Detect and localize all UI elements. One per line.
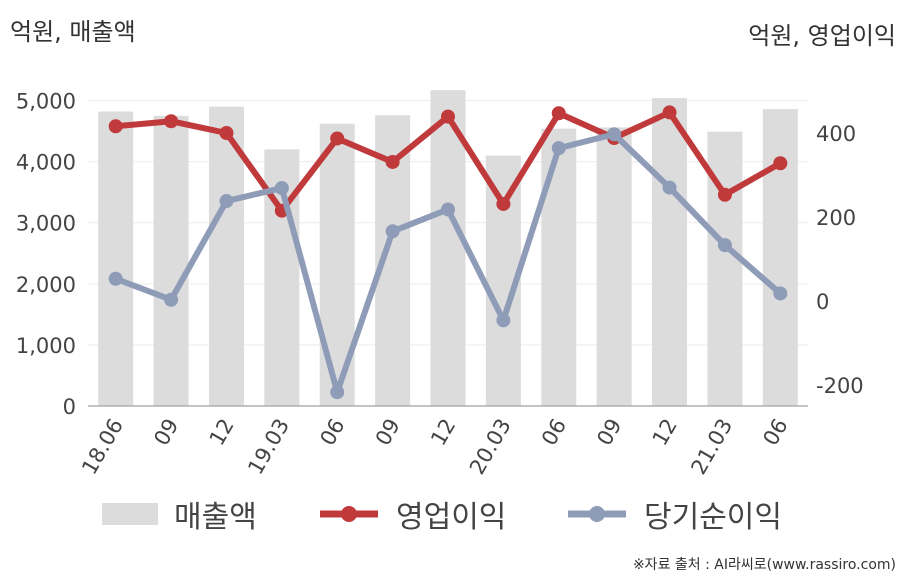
- point-net-income-6: [441, 202, 455, 217]
- legend-item-net-income: 당기순이익: [566, 492, 782, 536]
- x-tick-label: 18.06: [77, 415, 128, 479]
- bar-revenue-12: [762, 109, 798, 407]
- x-tick-label: 09: [149, 415, 183, 450]
- x-tick-label: 12: [426, 415, 460, 450]
- bar-revenue-10: [652, 98, 688, 407]
- x-tick-label: 06: [315, 415, 349, 450]
- point-operating-profit-7: [496, 196, 511, 211]
- x-tick-label: 09: [592, 415, 626, 450]
- right-tick-label: 400: [816, 122, 856, 146]
- bar-revenue-6: [430, 90, 466, 406]
- point-net-income-9: [607, 127, 622, 142]
- point-net-income-8: [551, 141, 566, 156]
- bar-revenue-1: [153, 115, 189, 407]
- revenue-bars: [98, 90, 798, 407]
- bar-revenue-9: [596, 127, 632, 407]
- left-axis-ticks: 0 1,000 2,000 3,000 4,000 5,000: [16, 90, 76, 419]
- point-net-income-10: [662, 180, 677, 195]
- left-tick-label: 1,000: [16, 334, 76, 358]
- source-credit: ※자료 출처 : AI라씨로(www.rassiro.com): [632, 557, 896, 573]
- bar-revenue-8: [541, 128, 577, 406]
- right-tick-label: 0: [816, 290, 829, 314]
- legend-swatch-operating-profit: [320, 506, 378, 522]
- legend-label-net-income: 당기순이익: [644, 500, 782, 535]
- point-operating-profit-8: [551, 106, 566, 121]
- x-axis-ticks: 18.06 09 12 19.03 06 09 12 20.03 06 09 12 21.03 06: [77, 415, 792, 479]
- point-operating-profit-10: [662, 105, 677, 120]
- left-tick-label: 3,000: [16, 212, 76, 236]
- bar-revenue-2: [208, 106, 244, 407]
- series-lines: [108, 105, 788, 400]
- legend-item-operating-profit: 영업이익: [318, 492, 506, 536]
- point-net-income-1: [164, 292, 179, 307]
- point-net-income-12: [773, 286, 788, 301]
- legend-swatch-revenue: [102, 503, 158, 525]
- bar-revenue-0: [98, 111, 134, 407]
- x-tick-label: 12: [205, 415, 239, 450]
- right-axis-ticks: -200 0 200 400: [816, 122, 864, 398]
- legend: 매출액 영업이익 당기순이익: [0, 492, 908, 536]
- right-tick-label: 200: [816, 206, 856, 230]
- point-net-income-7: [496, 313, 511, 328]
- left-tick-label: 0: [63, 395, 76, 419]
- left-tick-label: 2,000: [16, 273, 76, 297]
- point-operating-profit-0: [108, 119, 123, 134]
- point-operating-profit-2: [219, 126, 234, 140]
- x-tick-label: 21.03: [686, 415, 737, 479]
- left-axis-unit: 억원, 매출액: [10, 18, 136, 46]
- x-tick-label: 06: [537, 415, 571, 450]
- point-net-income-2: [219, 194, 234, 209]
- legend-label-operating-profit: 영업이익: [396, 500, 507, 535]
- x-tick-label: 09: [371, 415, 405, 450]
- point-net-income-0: [108, 271, 123, 286]
- point-operating-profit-4: [330, 131, 345, 146]
- point-operating-profit-12: [773, 156, 788, 171]
- left-tick-label: 4,000: [16, 151, 76, 175]
- combo-chart: 0 1,000 2,000 3,000 4,000 5,000 -200 0 200 400 1…: [16, 90, 864, 479]
- point-operating-profit-11: [717, 187, 732, 202]
- point-net-income-11: [717, 238, 732, 253]
- point-operating-profit-1: [164, 114, 179, 129]
- legend-swatch-net-income: [568, 506, 626, 522]
- point-operating-profit-6: [441, 109, 455, 124]
- point-net-income-4: [330, 385, 345, 400]
- x-tick-label: 20.03: [465, 415, 516, 479]
- x-tick-label: 12: [648, 415, 682, 450]
- x-tick-label: 06: [758, 415, 792, 450]
- point-net-income-3: [274, 181, 289, 196]
- legend-item-revenue: 매출액: [102, 492, 257, 536]
- left-tick-label: 5,000: [16, 90, 76, 114]
- right-axis-unit: 억원, 영업이익: [748, 22, 896, 50]
- right-tick-label: -200: [816, 374, 864, 398]
- point-net-income-5: [385, 224, 400, 239]
- point-operating-profit-5: [385, 154, 400, 169]
- x-tick-label: 19.03: [243, 415, 294, 479]
- legend-label-revenue: 매출액: [174, 500, 257, 535]
